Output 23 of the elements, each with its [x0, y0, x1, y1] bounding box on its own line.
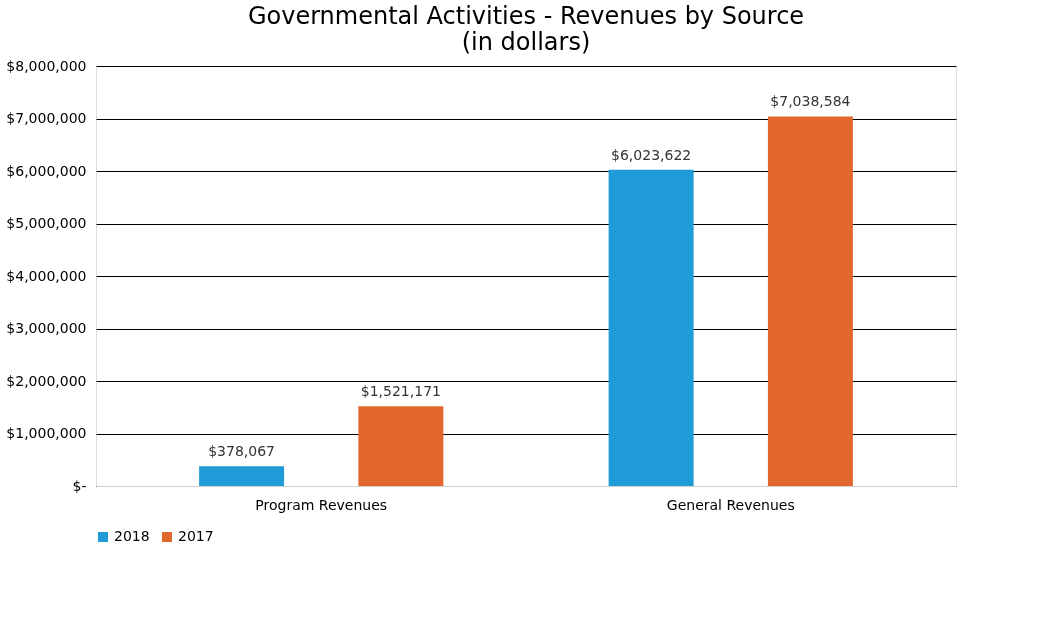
y-tick-label: $- — [72, 477, 87, 494]
y-tick-label: $7,000,000 — [6, 110, 87, 126]
data-label: $378,067 — [208, 443, 276, 460]
data-label: $6,023,622 — [611, 146, 692, 163]
y-tick-label: $4,000,000 — [6, 267, 87, 284]
bar — [199, 466, 285, 486]
y-tick-label: $5,000,000 — [6, 215, 87, 231]
bar — [608, 169, 694, 486]
y-tick-label: $6,000,000 — [6, 162, 87, 179]
legend-label: 2017 — [178, 528, 214, 544]
data-label: $1,521,171 — [360, 383, 441, 400]
legend-label: 2018 — [114, 528, 150, 544]
x-tick-label: Program Revenues — [255, 496, 388, 513]
y-tick-label: $2,000,000 — [6, 372, 87, 389]
text: (in dollars) — [461, 28, 591, 56]
y-tick-label: $1,000,000 — [6, 425, 87, 441]
text: Governmental Activities - Revenues by Source — [247, 2, 805, 30]
bar — [767, 116, 853, 486]
data-label: $7,038,584 — [770, 93, 851, 110]
x-tick-label: General Revenues — [666, 496, 795, 513]
y-tick-label: $8,000,000 — [6, 57, 87, 74]
y-tick-label: $3,000,000 — [6, 320, 87, 336]
bar — [358, 406, 444, 486]
